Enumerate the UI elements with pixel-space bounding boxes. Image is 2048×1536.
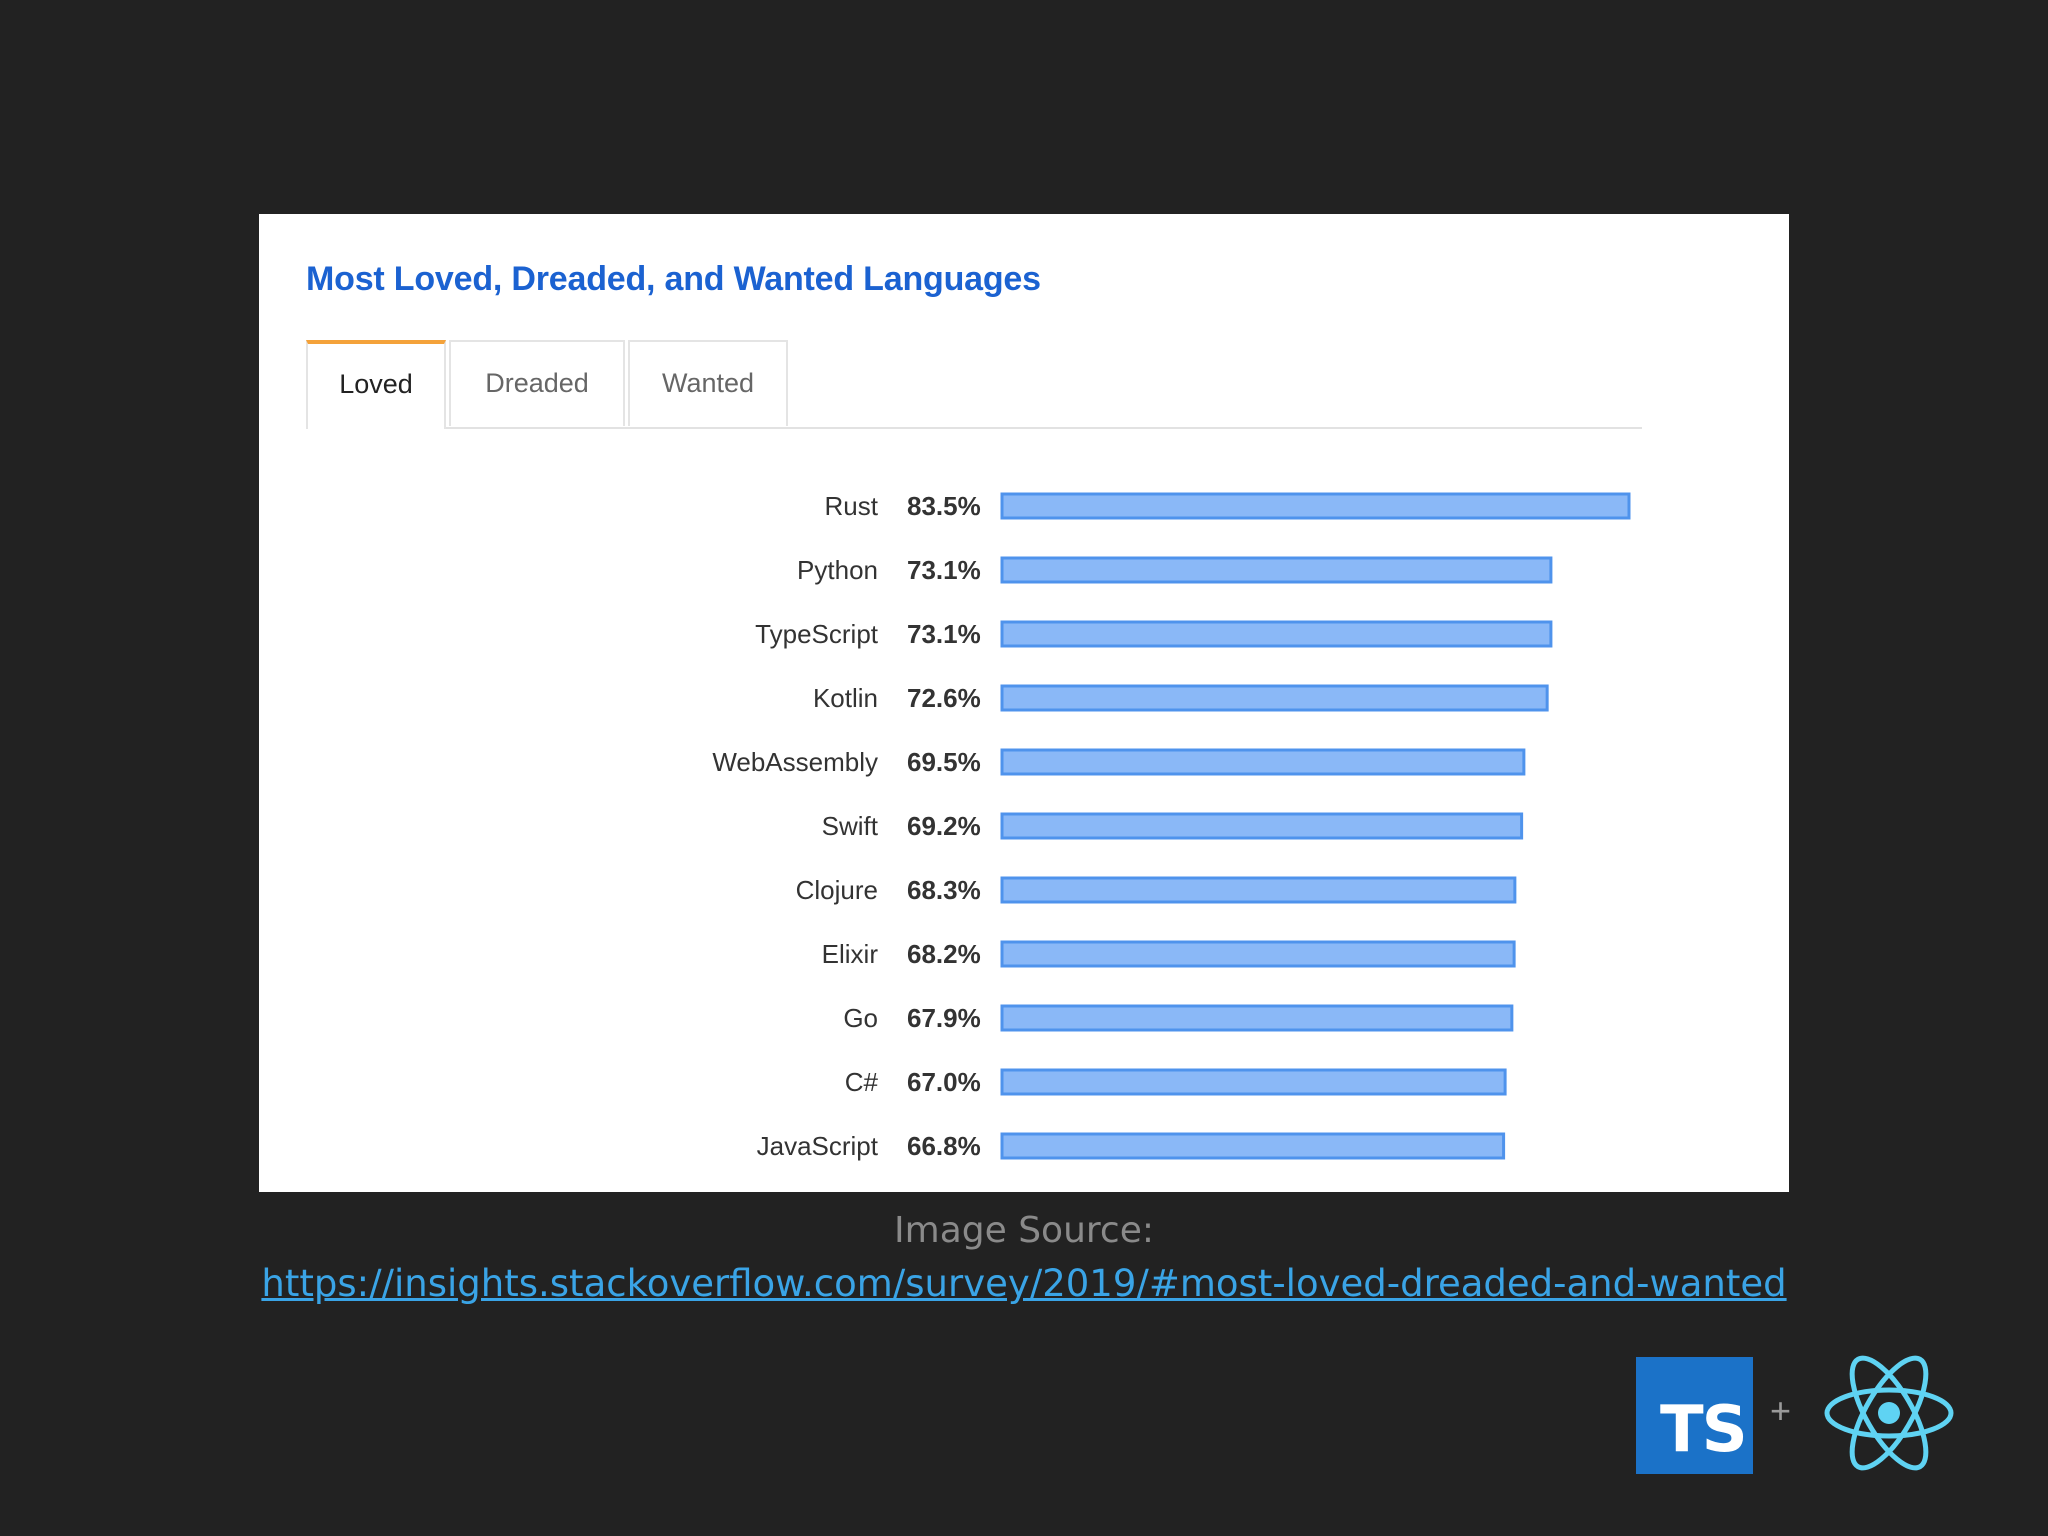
bar-label: Elixir (822, 939, 879, 969)
react-logo-icon (1824, 1355, 1954, 1471)
image-source-label: Image Source: (894, 1210, 1154, 1251)
plus-sign: + (1770, 1390, 1792, 1431)
bar-label: Swift (822, 811, 879, 841)
image-source-link[interactable]: https://insights.stackoverflow.com/surve… (261, 1262, 1787, 1305)
bar-value-label: 68.3% (907, 875, 981, 905)
bar-value-label: 67.0% (907, 1067, 981, 1097)
bar-value-label: 68.2% (907, 939, 981, 969)
typescript-logo: TS (1636, 1357, 1753, 1474)
tab-bar-divider (306, 427, 1642, 429)
bar-chart: Rust 83.5% Python 73.1% TypeScript 73.1% Kotli… (712, 491, 1631, 1161)
chart-panel: Most Loved, Dreaded, and Wanted Language… (259, 214, 1789, 1192)
bar-label: JavaScript (757, 1131, 879, 1161)
bar-label: Go (843, 1003, 878, 1033)
bar-label: Rust (825, 491, 879, 521)
tab-loved[interactable]: Loved (306, 340, 446, 429)
bar (1000, 812, 1524, 840)
bar-value-label: 83.5% (907, 491, 981, 521)
tab-bar: Loved Dreaded Wanted (306, 340, 1642, 638)
bar-value-label: 67.9% (907, 1003, 981, 1033)
chart-title: Most Loved, Dreaded, and Wanted Language… (306, 260, 1041, 298)
bar (1000, 1068, 1507, 1096)
bar-label: TypeScript (755, 619, 879, 649)
bar (1000, 556, 1553, 584)
bar-label: Clojure (796, 875, 878, 905)
bar (1000, 1004, 1514, 1032)
bar-label: Python (797, 555, 878, 585)
bar-value-label: 72.6% (907, 683, 981, 713)
bar-label: Kotlin (813, 683, 878, 713)
bar (1000, 492, 1631, 520)
bar-value-label: 66.8% (907, 1131, 981, 1161)
tab-dreaded[interactable]: Dreaded (449, 340, 625, 426)
bar (1000, 748, 1526, 776)
bar-value-label: 69.5% (907, 747, 981, 777)
bar-label: WebAssembly (712, 747, 878, 777)
bar-value-label: 73.1% (907, 619, 981, 649)
bar (1000, 876, 1517, 904)
tab-wanted[interactable]: Wanted (628, 340, 788, 426)
bar (1000, 1132, 1506, 1160)
bar-label: C# (845, 1067, 879, 1097)
bar (1000, 940, 1516, 968)
bar-value-label: 73.1% (907, 555, 981, 585)
bar (1000, 620, 1553, 648)
bar-value-label: 69.2% (907, 811, 981, 841)
bar (1000, 684, 1549, 712)
